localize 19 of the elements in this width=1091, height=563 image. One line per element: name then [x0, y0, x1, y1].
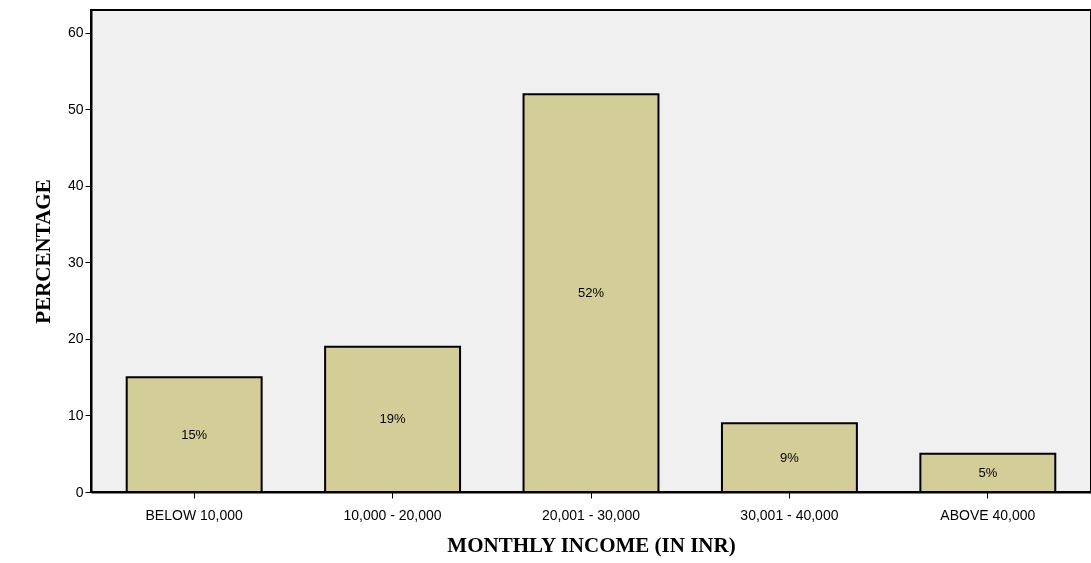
y-tick-label: 60 [67, 24, 84, 41]
x-tick-label: 30,001 - 40,000 [740, 506, 839, 523]
data-label: 15% [181, 426, 208, 442]
data-label: 52% [577, 285, 605, 301]
y-tick-label: 20 [67, 330, 84, 347]
y-tick-label: 0 [75, 483, 84, 500]
y-tick-label: 40 [67, 177, 84, 194]
x-tick-label: BELOW 10,000 [145, 506, 244, 523]
data-label: 9% [780, 449, 800, 465]
y-tick-label: 50 [67, 100, 84, 117]
data-label: 19% [379, 411, 407, 427]
y-tick-label: 30 [67, 253, 84, 270]
data-label: 5% [978, 464, 998, 480]
y-tick-label: 10 [67, 406, 84, 423]
x-tick-label: 10,000 - 20,000 [343, 506, 442, 523]
x-tick-label: 20,001 - 30,000 [541, 506, 641, 523]
x-tick-label: ABOVE 40,000 [940, 506, 1036, 523]
x-axis-title: MONTHLY INCOME (IN INR) [447, 532, 736, 557]
y-axis-title: PERCENTAGE [30, 179, 55, 324]
